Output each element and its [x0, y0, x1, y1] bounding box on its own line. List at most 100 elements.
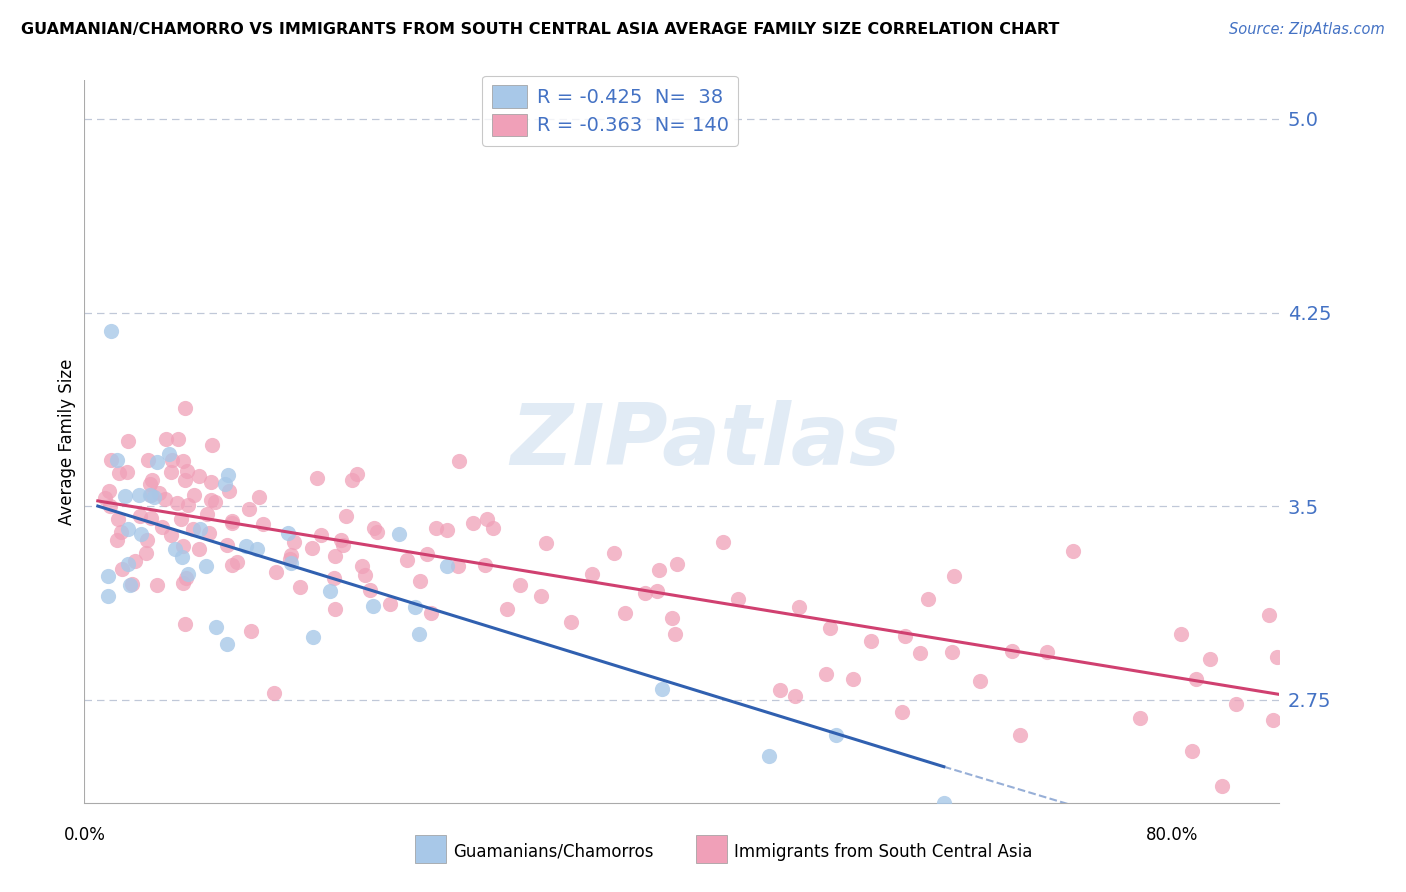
- Point: [509, 578, 531, 592]
- Point: [380, 597, 402, 611]
- Point: [246, 541, 269, 556]
- Point: [148, 486, 170, 500]
- Point: [278, 552, 301, 566]
- Point: [1211, 779, 1233, 793]
- Point: [266, 565, 288, 579]
- Point: [239, 624, 262, 639]
- Point: [170, 512, 193, 526]
- Point: [335, 508, 357, 523]
- Point: [163, 542, 186, 557]
- Point: [664, 627, 686, 641]
- Point: [105, 453, 128, 467]
- Point: [859, 634, 882, 648]
- Point: [97, 569, 120, 583]
- Point: [359, 582, 381, 597]
- Point: [891, 705, 914, 719]
- Point: [530, 589, 553, 603]
- Point: [188, 469, 211, 483]
- Point: [110, 524, 132, 539]
- Point: [118, 578, 141, 592]
- Point: [815, 666, 838, 681]
- Point: [160, 465, 183, 479]
- Point: [226, 555, 249, 569]
- Point: [214, 477, 236, 491]
- Point: [388, 527, 411, 541]
- Point: [117, 434, 139, 449]
- Point: [188, 542, 211, 557]
- Point: [727, 592, 749, 607]
- Point: [263, 686, 285, 700]
- Point: [603, 545, 626, 559]
- Point: [1129, 711, 1152, 725]
- Point: [943, 569, 966, 583]
- Point: [166, 433, 188, 447]
- Point: [1170, 626, 1192, 640]
- Point: [221, 514, 243, 528]
- Point: [172, 575, 194, 590]
- Point: [128, 488, 150, 502]
- Point: [141, 473, 163, 487]
- Point: [200, 492, 222, 507]
- Point: [277, 526, 299, 541]
- Point: [366, 524, 388, 539]
- Point: [340, 474, 363, 488]
- Point: [1001, 643, 1024, 657]
- Point: [969, 674, 991, 689]
- Point: [301, 541, 323, 556]
- Point: [114, 489, 136, 503]
- Point: [290, 580, 312, 594]
- Point: [1185, 673, 1208, 687]
- Text: Guamanians/Chamorros: Guamanians/Chamorros: [453, 843, 654, 861]
- Point: [404, 600, 426, 615]
- Point: [215, 538, 238, 552]
- Point: [436, 524, 458, 538]
- Point: [110, 561, 132, 575]
- Point: [280, 556, 302, 570]
- Point: [416, 547, 439, 561]
- Point: [135, 546, 157, 560]
- Point: [436, 559, 458, 574]
- Point: [534, 536, 557, 550]
- Point: [198, 525, 221, 540]
- Point: [446, 558, 468, 573]
- Point: [152, 519, 174, 533]
- Text: 0.0%: 0.0%: [63, 826, 105, 844]
- Point: [910, 646, 932, 660]
- Point: [94, 491, 117, 505]
- Point: [842, 672, 865, 686]
- Point: [1062, 544, 1084, 558]
- Point: [173, 401, 195, 415]
- Point: [176, 572, 198, 586]
- Point: [108, 466, 131, 480]
- Point: [449, 453, 471, 467]
- Point: [354, 568, 377, 582]
- Legend: R = -0.425  N=  38, R = -0.363  N= 140: R = -0.425 N= 38, R = -0.363 N= 140: [482, 76, 738, 145]
- Point: [135, 533, 157, 547]
- Point: [482, 521, 505, 535]
- Point: [309, 528, 332, 542]
- Point: [136, 453, 159, 467]
- Point: [121, 577, 143, 591]
- Point: [346, 467, 368, 481]
- Text: Immigrants from South Central Asia: Immigrants from South Central Asia: [734, 843, 1032, 861]
- Point: [100, 453, 122, 467]
- Point: [195, 558, 218, 573]
- Point: [651, 682, 673, 697]
- Text: ZIPatlas: ZIPatlas: [510, 400, 901, 483]
- Point: [142, 490, 165, 504]
- Point: [157, 447, 180, 461]
- Point: [200, 475, 222, 489]
- Point: [160, 527, 183, 541]
- Point: [177, 499, 200, 513]
- Point: [319, 583, 342, 598]
- Point: [183, 488, 205, 502]
- Text: Source: ZipAtlas.com: Source: ZipAtlas.com: [1229, 22, 1385, 37]
- Point: [153, 492, 176, 507]
- Text: GUAMANIAN/CHAMORRO VS IMMIGRANTS FROM SOUTH CENTRAL ASIA AVERAGE FAMILY SIZE COR: GUAMANIAN/CHAMORRO VS IMMIGRANTS FROM SO…: [21, 22, 1060, 37]
- Point: [758, 749, 780, 764]
- Point: [932, 796, 955, 810]
- Point: [301, 630, 323, 644]
- Point: [408, 627, 430, 641]
- Point: [560, 615, 582, 629]
- Point: [129, 509, 152, 524]
